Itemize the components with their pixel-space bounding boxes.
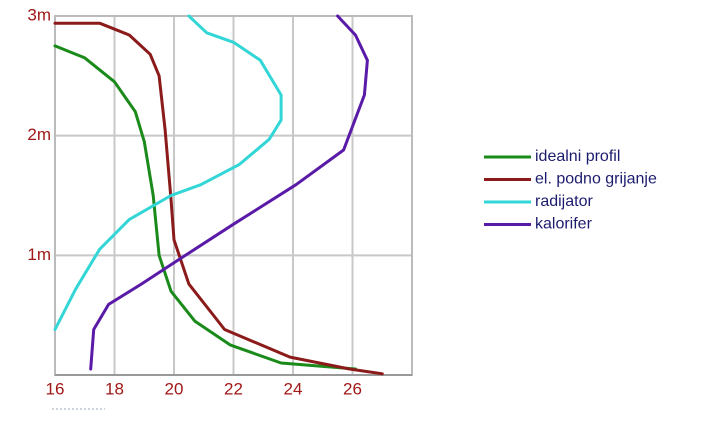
legend-label: el. podno grijanje [535,171,657,188]
x-tick-label: 22 [224,379,243,398]
y-tick-label: 1m [27,245,51,264]
series-line [53,44,357,371]
legend-label: kalorifer [535,216,593,233]
y-tick-label: 3m [27,5,51,24]
x-tick-label: 16 [46,379,65,398]
x-tick-label: 18 [105,379,124,398]
series-line [53,14,283,331]
y-tick-label: 2m [27,125,51,144]
x-tick-label: 24 [284,379,303,398]
series-line [89,14,369,371]
legend-label: idealni profil [535,148,620,165]
x-tick-label: 20 [165,379,184,398]
x-tick-label: 26 [343,379,362,398]
series-line [53,21,384,376]
legend-label: radijator [535,193,593,210]
